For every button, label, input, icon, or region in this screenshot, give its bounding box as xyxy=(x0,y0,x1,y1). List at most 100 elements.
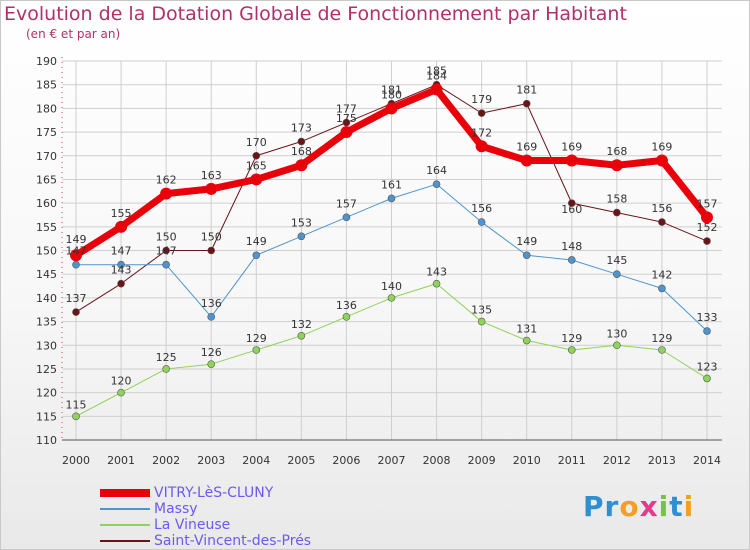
data-point xyxy=(250,173,263,186)
data-point xyxy=(207,360,216,369)
x-tick-label: 2012 xyxy=(603,454,631,467)
data-point xyxy=(72,412,80,421)
y-tick-label: 150 xyxy=(36,245,57,258)
legend-label: Saint-Vincent-des-Prés xyxy=(154,533,312,549)
data-point xyxy=(610,159,623,172)
y-tick-label: 180 xyxy=(36,102,57,115)
data-labels: 149 155 162 163 165 168 175 180 184 172 169 169 168 1… xyxy=(66,65,718,412)
data-label: 148 xyxy=(561,240,582,253)
data-label: 181 xyxy=(516,84,537,97)
data-label: 160 xyxy=(561,203,582,216)
data-label: 185 xyxy=(426,65,447,78)
logo-letter: i xyxy=(658,490,670,523)
x-tick-label: 2010 xyxy=(513,454,541,467)
y-tick-label: 165 xyxy=(36,173,57,186)
data-label: 142 xyxy=(651,268,672,281)
data-point xyxy=(342,313,351,321)
data-point xyxy=(117,260,125,269)
data-point xyxy=(252,151,261,160)
data-label: 156 xyxy=(651,202,672,215)
y-tick-label: 175 xyxy=(36,126,57,139)
x-tick-label: 2007 xyxy=(378,454,406,467)
data-label: 173 xyxy=(291,122,312,135)
data-point xyxy=(387,294,396,302)
logo-letter: r xyxy=(604,490,620,523)
axes: 1101151201251301351401451501551601651701… xyxy=(36,55,722,467)
data-label: 181 xyxy=(381,84,402,97)
y-tick-label: 110 xyxy=(36,434,57,447)
data-point xyxy=(252,346,261,354)
logo-letter: t xyxy=(669,490,684,523)
data-label: 180 xyxy=(381,88,402,101)
data-label: 115 xyxy=(66,398,87,411)
data-point xyxy=(477,109,486,117)
data-point xyxy=(658,346,666,354)
chart-title: Evolution de la Dotation Globale de Fonc… xyxy=(4,3,627,25)
x-tick-label: 2008 xyxy=(423,454,451,467)
x-tick-label: 2013 xyxy=(648,454,676,467)
y-tick-label: 170 xyxy=(36,150,57,163)
y-tick-label: 135 xyxy=(36,316,57,329)
x-tick-label: 2005 xyxy=(287,454,315,467)
data-point xyxy=(207,246,216,255)
data-point xyxy=(385,102,398,115)
data-point xyxy=(477,218,486,226)
y-tick-label: 155 xyxy=(36,221,57,234)
data-point xyxy=(160,187,173,200)
x-tick-label: 2006 xyxy=(332,454,360,467)
data-point xyxy=(567,256,576,264)
y-tick-label: 115 xyxy=(36,410,57,423)
data-point xyxy=(567,346,576,354)
data-label: 129 xyxy=(246,332,267,345)
data-point xyxy=(567,199,576,207)
data-point xyxy=(522,336,531,345)
data-label: 179 xyxy=(471,93,492,106)
data-point xyxy=(703,327,711,335)
legend-swatch xyxy=(100,524,150,526)
data-point xyxy=(162,260,170,269)
y-tick-label: 125 xyxy=(36,363,57,376)
data-label: 168 xyxy=(606,145,627,158)
data-point xyxy=(520,154,533,167)
data-point xyxy=(342,213,351,222)
series-group xyxy=(70,80,713,421)
data-point xyxy=(117,388,125,397)
data-point xyxy=(432,180,441,188)
data-point xyxy=(613,208,621,217)
data-label: 140 xyxy=(381,280,402,293)
data-label: 155 xyxy=(111,207,132,220)
data-point xyxy=(430,83,443,96)
chart-subtitle: (en € et par an) xyxy=(26,27,121,41)
x-tick-label: 2004 xyxy=(242,454,270,467)
data-label: 149 xyxy=(246,235,267,248)
proxiti-logo: Proxiti xyxy=(583,490,694,523)
data-label: 177 xyxy=(336,103,357,116)
data-label: 157 xyxy=(336,197,357,210)
data-point xyxy=(115,220,128,233)
data-label: 162 xyxy=(156,174,177,187)
data-label: 156 xyxy=(471,202,492,215)
data-point xyxy=(432,279,441,288)
data-point xyxy=(72,260,80,269)
x-tick-label: 2003 xyxy=(197,454,225,467)
data-label: 131 xyxy=(516,323,537,336)
data-point xyxy=(205,182,218,195)
data-point xyxy=(477,317,486,326)
data-label: 129 xyxy=(561,332,582,345)
data-label: 161 xyxy=(381,178,402,191)
data-point xyxy=(297,232,306,241)
data-point xyxy=(295,159,308,172)
data-label: 164 xyxy=(426,164,447,177)
legend-label: La Vineuse xyxy=(154,517,231,533)
data-point xyxy=(613,270,621,278)
logo-letter: x xyxy=(639,490,659,523)
data-label: 152 xyxy=(697,221,718,234)
legend-swatch xyxy=(100,489,150,497)
y-tick-label: 185 xyxy=(36,79,57,92)
data-label: 137 xyxy=(66,292,87,305)
legend-swatch xyxy=(100,508,150,510)
data-point xyxy=(117,279,125,288)
legend-swatch xyxy=(100,540,150,542)
data-label: 149 xyxy=(66,233,87,246)
